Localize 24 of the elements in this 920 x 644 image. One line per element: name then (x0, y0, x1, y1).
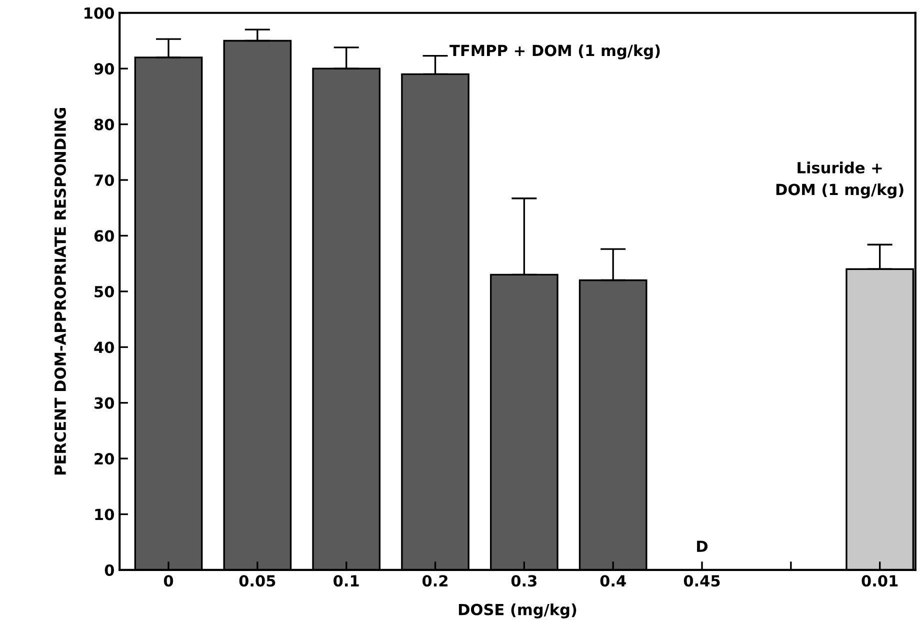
y-tick-label: 50 (94, 286, 114, 298)
y-tick-label: 0 (104, 564, 114, 576)
y-axis-title: PERCENT DOM-APPROPRIATE RESPONDING (54, 108, 66, 475)
x-tick-label: 0.45 (684, 575, 720, 587)
y-tick-label: 20 (94, 452, 114, 465)
y-tick-label: 30 (94, 397, 114, 409)
x-tick-label: 0.01 (862, 575, 898, 587)
x-tick-label: 0.3 (511, 575, 536, 587)
y-tick-label: 80 (94, 118, 114, 130)
y-tick-label: 70 (94, 174, 114, 186)
annotation: TFMPP + DOM (1 mg/kg) (450, 44, 660, 60)
y-tick-label: 10 (95, 508, 114, 520)
y-tick-label: 60 (94, 230, 114, 242)
y-tick-label: 40 (94, 342, 114, 354)
x-tick-label: 0.05 (239, 575, 276, 587)
y-tick-label: 100 (84, 7, 114, 19)
x-tick-label: 0.2 (422, 575, 448, 587)
annotation: Lisuride + DOM (1 mg/kg) (776, 162, 904, 198)
y-tick-label: 90 (94, 63, 114, 75)
x-axis-title: DOSE (mg/kg) (458, 603, 576, 618)
x-tick-label: 0.1 (334, 575, 359, 587)
x-tick-label: 0 (164, 575, 174, 587)
annotation: D (697, 540, 708, 552)
x-tick-label: 0.4 (600, 575, 626, 587)
